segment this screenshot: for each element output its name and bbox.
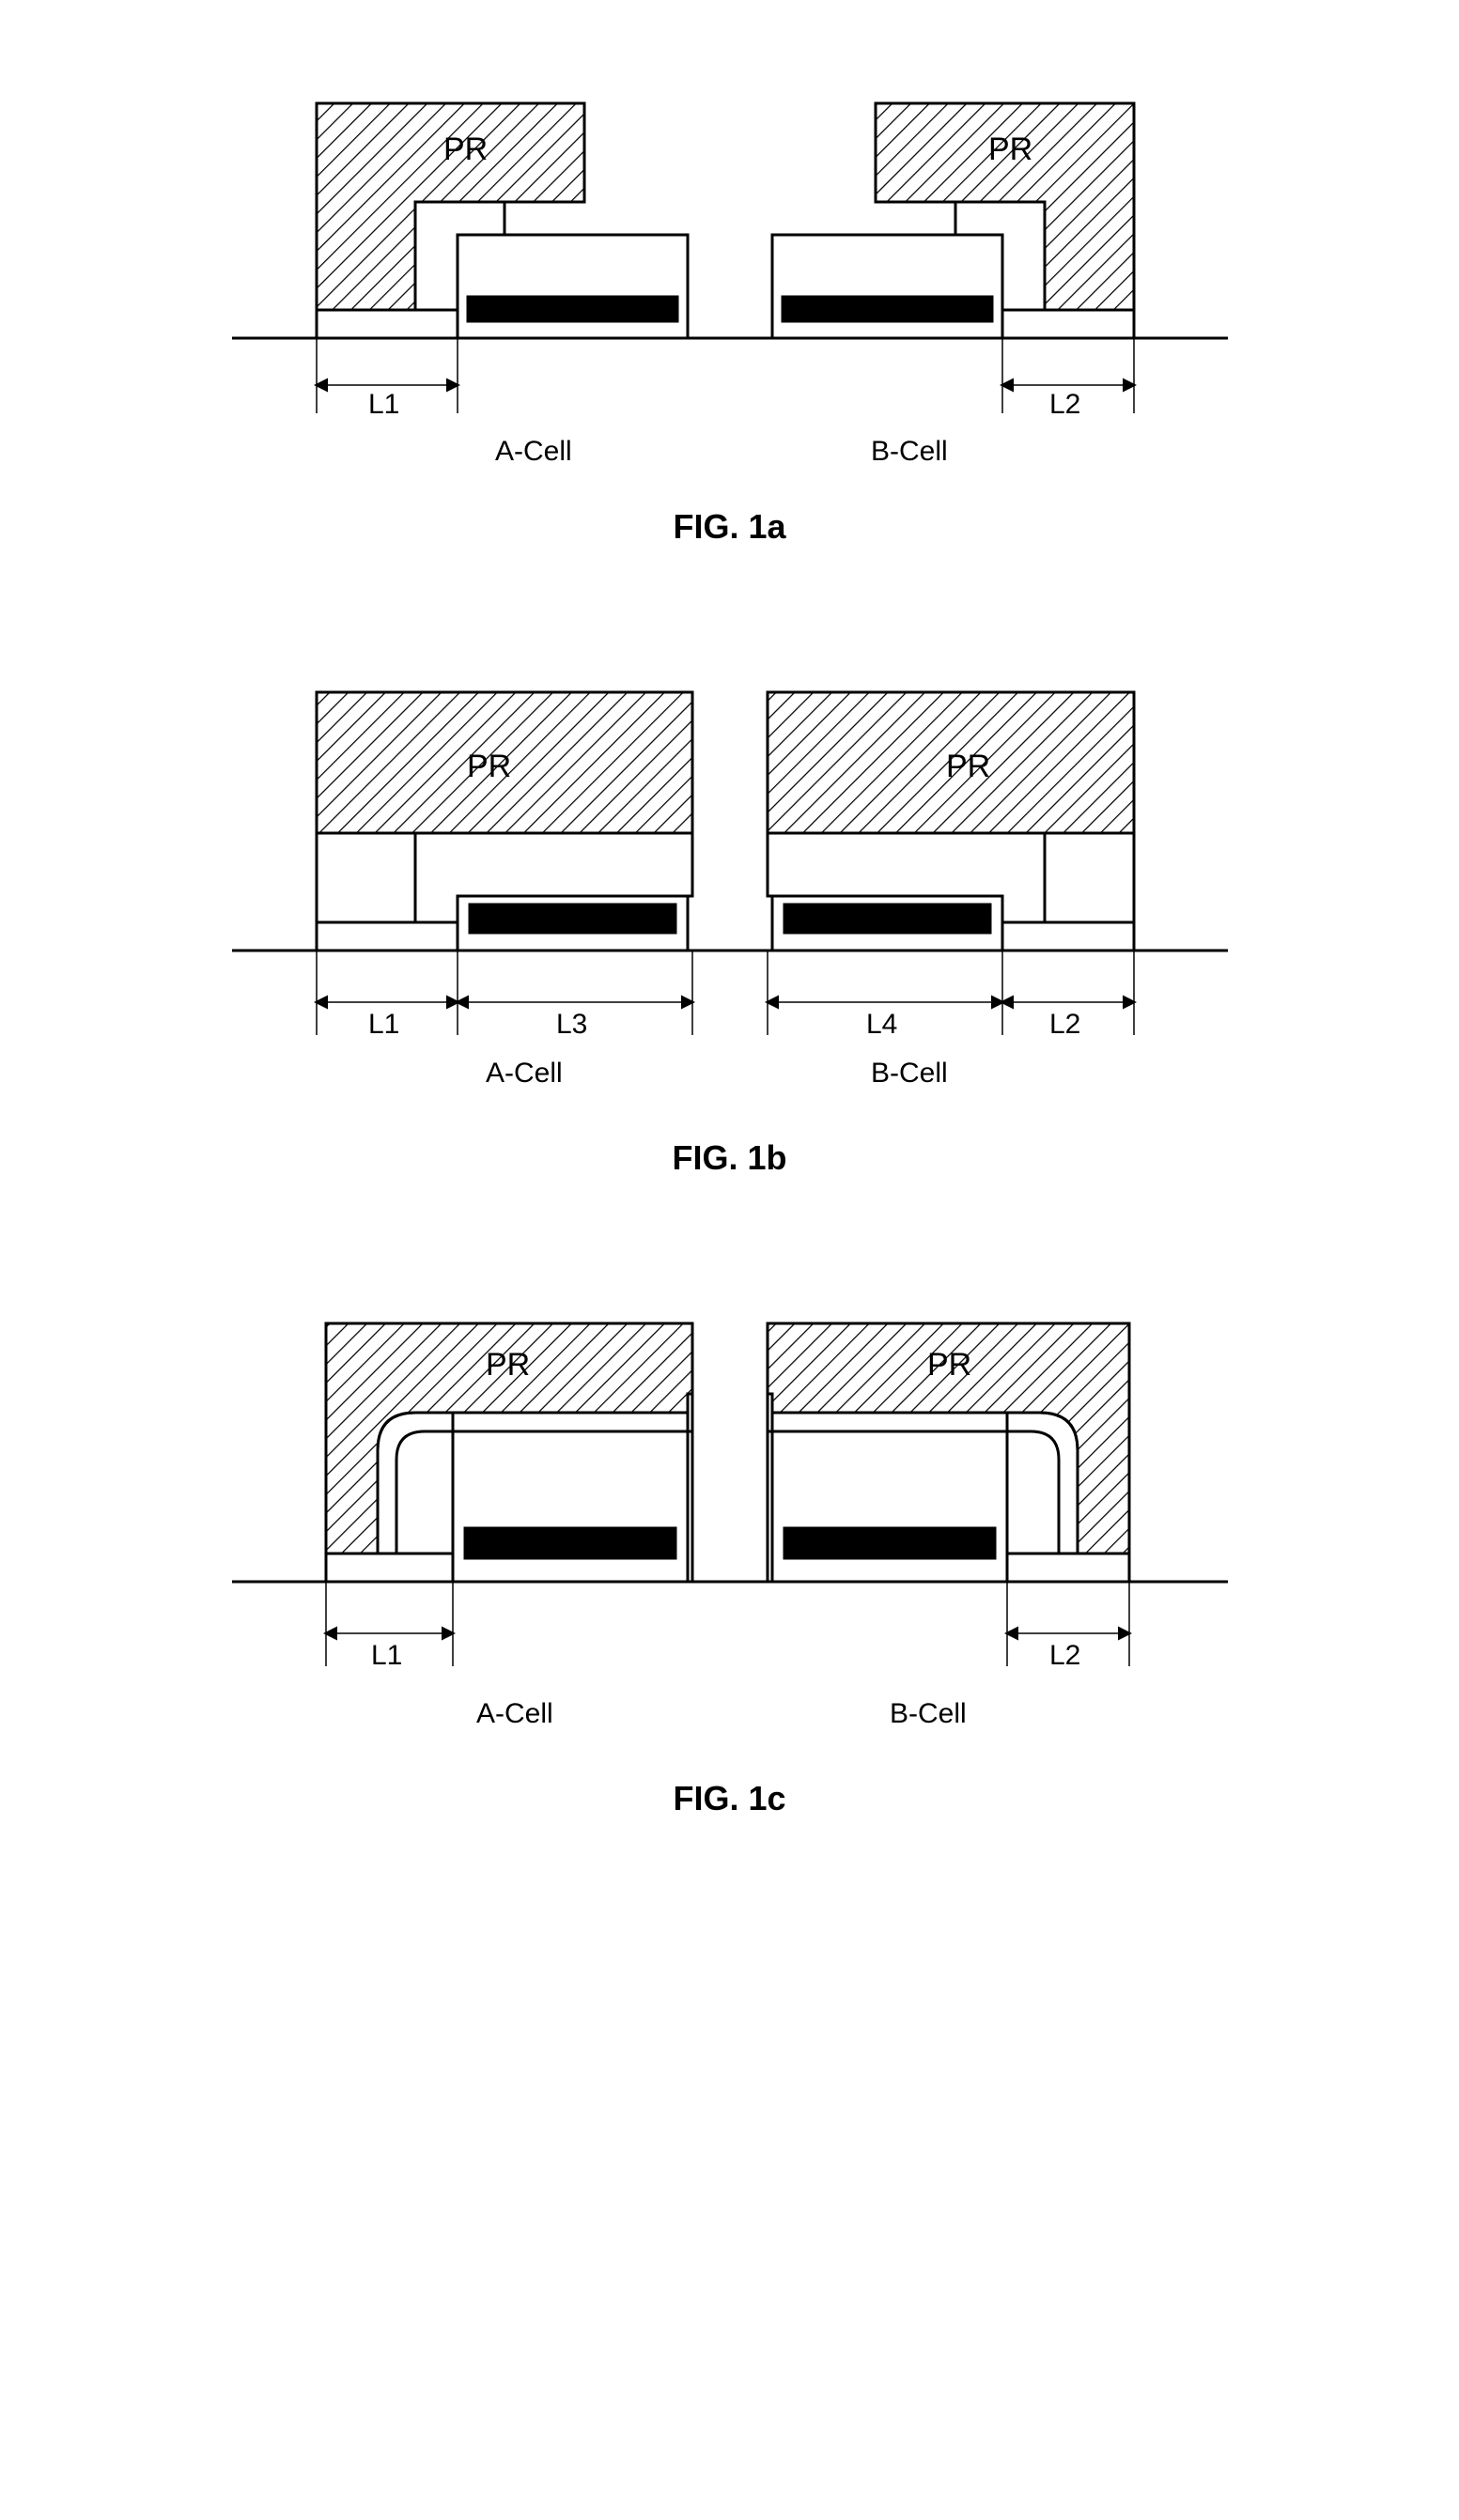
caption-1a: FIG. 1a bbox=[213, 507, 1247, 547]
black-layer-left-b bbox=[469, 904, 676, 934]
figure-1c: PR PR L1 L2 A-Cell B-Cell bbox=[213, 1272, 1247, 1818]
cell-label-a-left: A-Cell bbox=[495, 436, 572, 467]
black-layer-right-c bbox=[784, 1527, 996, 1559]
pr-label-1b-right: PR bbox=[946, 749, 990, 784]
cell-label-b-right: B-Cell bbox=[871, 1058, 948, 1089]
dim-l4-b: L4 bbox=[866, 1009, 897, 1040]
dim-l1-b: L1 bbox=[368, 1009, 399, 1040]
diagram-1b: PR PR L1 L3 L4 L2 A-Cell bbox=[213, 641, 1247, 1120]
diagram-1a: PR PR L1 L2 A-Cell B-Cell bbox=[213, 38, 1247, 488]
black-layer-left bbox=[467, 296, 678, 322]
black-layer-right bbox=[782, 296, 993, 322]
pr-label-1a-right: PR bbox=[988, 131, 1032, 167]
dim-l1-a: L1 bbox=[368, 389, 399, 420]
pr-label-1a-left: PR bbox=[443, 131, 488, 167]
pr-label-1b-left: PR bbox=[467, 749, 511, 784]
dim-l2-b: L2 bbox=[1049, 1009, 1080, 1040]
figure-1a: PR PR L1 L2 A-Cell B-Cell bbox=[213, 38, 1247, 547]
cell-label-c-right: B-Cell bbox=[890, 1698, 967, 1729]
page: PR PR L1 L2 A-Cell B-Cell bbox=[213, 38, 1247, 1912]
pr-label-1c-right: PR bbox=[927, 1347, 971, 1383]
diagram-1c: PR PR L1 L2 A-Cell B-Cell bbox=[213, 1272, 1247, 1760]
black-layer-left-c bbox=[464, 1527, 676, 1559]
dim-l3-b: L3 bbox=[556, 1009, 587, 1040]
figure-1b: PR PR L1 L3 L4 L2 A-Cell bbox=[213, 641, 1247, 1178]
cell-label-c-left: A-Cell bbox=[476, 1698, 553, 1729]
pr-label-1c-left: PR bbox=[486, 1347, 530, 1383]
cell-label-b-left: A-Cell bbox=[486, 1058, 563, 1089]
caption-1c: FIG. 1c bbox=[213, 1779, 1247, 1818]
dim-l1-c: L1 bbox=[371, 1640, 402, 1671]
dim-l2-c: L2 bbox=[1049, 1640, 1080, 1671]
cell-label-a-right: B-Cell bbox=[871, 436, 948, 467]
caption-1b: FIG. 1b bbox=[213, 1138, 1247, 1178]
black-layer-right-b bbox=[784, 904, 991, 934]
dim-l2-a: L2 bbox=[1049, 389, 1080, 420]
